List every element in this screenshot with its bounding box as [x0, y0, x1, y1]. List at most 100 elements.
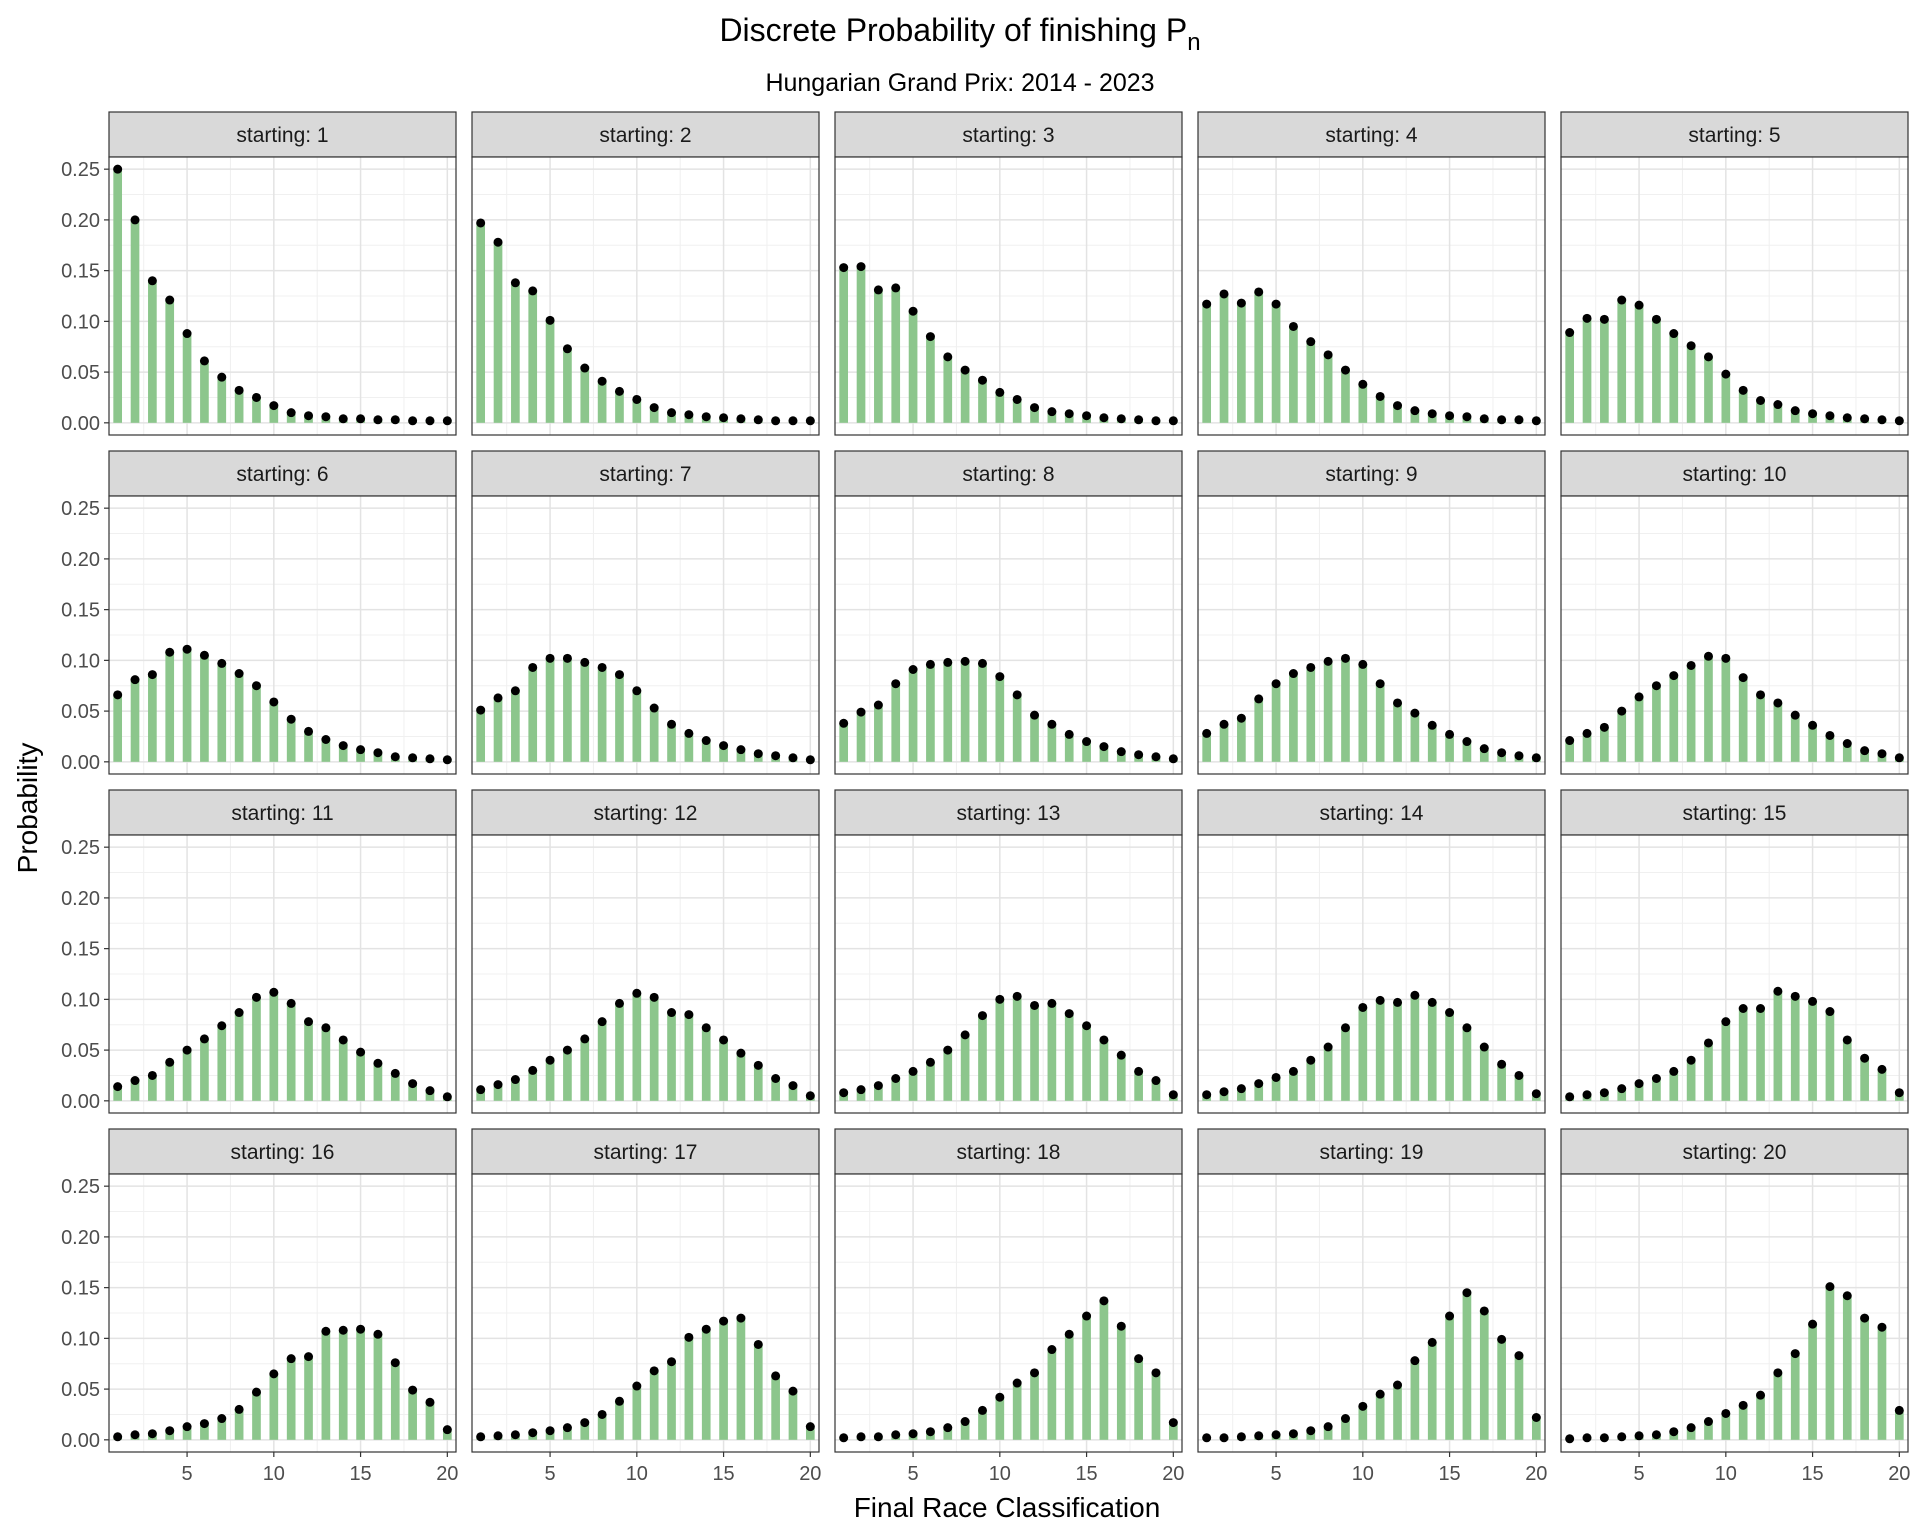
data-point [234, 669, 244, 679]
bar [113, 169, 123, 423]
data-point [373, 1058, 383, 1068]
facet-strip-label: starting: 1 [236, 124, 328, 147]
bar [908, 1071, 918, 1101]
bar [234, 390, 244, 423]
bar [943, 1427, 953, 1440]
bar [1082, 1316, 1091, 1440]
chart-title-subscript: n [1187, 29, 1200, 56]
facet-strip-label: starting: 4 [1325, 124, 1418, 147]
data-point [925, 659, 935, 669]
data-point [217, 372, 227, 382]
bar [528, 1070, 538, 1101]
data-point [1479, 1306, 1489, 1316]
chart-title-text: Discrete Probability of finishing P [719, 12, 1187, 48]
data-point [1445, 1008, 1455, 1018]
bar [1686, 665, 1696, 762]
data-point [199, 650, 209, 660]
bar [943, 1050, 953, 1101]
facet-strip [1560, 450, 1909, 497]
data-point [234, 1404, 244, 1414]
panel-border [471, 156, 820, 436]
bar [113, 1086, 123, 1101]
data-point [753, 749, 763, 759]
bar [286, 719, 296, 762]
panel-border [1197, 834, 1546, 1114]
bar [1773, 991, 1783, 1101]
data-point [182, 644, 192, 654]
bar [667, 1361, 676, 1440]
data-point [925, 1057, 935, 1067]
bar [978, 380, 987, 423]
data-point [1721, 653, 1731, 663]
bar [856, 712, 866, 762]
facet-strip-label: starting: 8 [962, 463, 1054, 486]
data-point [701, 412, 711, 422]
x-tick-label: 5 [908, 1463, 919, 1485]
data-point [286, 714, 296, 724]
data-point [1497, 1334, 1507, 1344]
y-tick-label: 0.25 [61, 837, 100, 859]
data-point [356, 1047, 366, 1057]
data-point [1877, 1322, 1887, 1332]
data-point [1288, 321, 1298, 331]
data-point [1669, 1066, 1679, 1076]
data-point [649, 992, 659, 1002]
data-point [805, 1422, 815, 1432]
facet-strip [1197, 789, 1546, 836]
panel-border [471, 834, 820, 1114]
bar [1047, 1003, 1057, 1101]
data-point [1202, 1433, 1212, 1443]
data-point [1669, 1427, 1679, 1437]
data-point [701, 736, 711, 746]
panel-border [1560, 1173, 1909, 1453]
data-point [1236, 1432, 1246, 1442]
bar [182, 649, 192, 762]
data-point [338, 1325, 348, 1335]
data-point [839, 1088, 849, 1098]
data-point [1116, 414, 1126, 424]
data-point [1531, 1413, 1541, 1423]
bar [1479, 748, 1489, 762]
data-point [925, 332, 935, 342]
bar [615, 674, 624, 762]
data-point [390, 1068, 400, 1078]
data-point [1134, 1354, 1144, 1364]
bar [1686, 345, 1696, 423]
bar [1151, 1372, 1161, 1440]
bar [390, 1073, 400, 1101]
data-point [528, 1065, 538, 1075]
data-point [165, 1057, 175, 1067]
bar [1669, 675, 1679, 762]
facet-panel: starting: 11 0.00 0.05 0.10 0.15 0.20 0.25 [61, 789, 457, 1114]
bar [511, 690, 520, 762]
bar [545, 658, 555, 762]
data-point [753, 1060, 763, 1070]
x-tick-label: 15 [1801, 1463, 1823, 1485]
data-point [1393, 698, 1403, 708]
facet-strip [1197, 1128, 1546, 1175]
bar [1808, 1001, 1817, 1101]
bar [493, 697, 503, 762]
facet-panel: starting: 14 [1197, 789, 1546, 1114]
bar [1497, 752, 1506, 762]
facet-strip-label: starting: 15 [1683, 802, 1787, 825]
data-point [1012, 1378, 1022, 1388]
facet-strip-label: starting: 19 [1320, 1141, 1424, 1164]
panel-border [1197, 156, 1546, 436]
bar [408, 1390, 417, 1440]
facet-strip-label: starting: 12 [594, 802, 698, 825]
data-point [1099, 742, 1109, 752]
data-point [1082, 1311, 1092, 1321]
data-point [1497, 415, 1507, 425]
facet-strip-label: starting: 13 [957, 802, 1061, 825]
bar [1842, 1295, 1852, 1440]
bar [1825, 1011, 1835, 1101]
bar [978, 663, 987, 762]
bar [148, 1075, 157, 1101]
data-point [788, 1386, 798, 1396]
bar [1860, 1058, 1869, 1101]
x-tick-label: 10 [1715, 1463, 1737, 1485]
bar [1721, 658, 1731, 762]
data-point [1565, 328, 1575, 338]
y-tick-label: 0.00 [61, 413, 100, 435]
